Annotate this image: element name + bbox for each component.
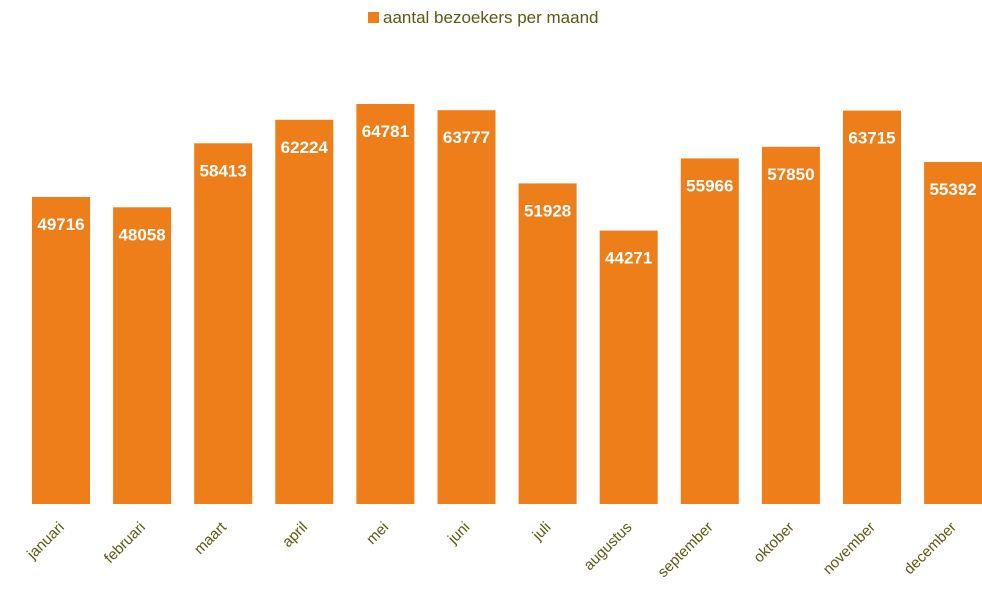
tick-label-december: december	[901, 519, 960, 578]
data-label-juni: 63777	[443, 128, 490, 147]
bar-februari	[113, 207, 172, 505]
data-label-november: 63715	[848, 129, 895, 148]
tick-label-april: april	[279, 519, 311, 551]
data-label-september: 55966	[686, 176, 733, 195]
bar-januari	[32, 197, 90, 504]
tick-label-augustus: augustus	[580, 519, 635, 574]
data-label-december: 55392	[929, 180, 976, 199]
tick-label-mei: mei	[363, 519, 392, 548]
x-axis-ticks: januari februari maart april mei juni juli augu…	[23, 518, 960, 581]
tick-label-november: november	[820, 519, 879, 578]
tick-label-maart: maart	[191, 518, 231, 558]
data-label-februari: 48058	[118, 225, 165, 244]
bars-group	[32, 104, 982, 505]
legend-swatch	[368, 12, 379, 23]
tick-label-september: september	[654, 519, 716, 581]
data-label-oktober: 57850	[767, 165, 814, 184]
bar-september	[680, 158, 739, 504]
tick-label-februari: februari	[101, 519, 149, 567]
tick-label-januari: januari	[23, 519, 68, 564]
tick-label-juli: juli	[529, 519, 555, 545]
bar-maart	[194, 143, 253, 505]
bar-juli	[518, 183, 577, 504]
bar-december	[924, 162, 982, 504]
data-labels-group: 49716 48058 58413 62224 64781 63777 51928 44271…	[37, 122, 976, 268]
data-label-mei: 64781	[362, 122, 409, 141]
tick-label-oktober: oktober	[750, 519, 797, 566]
data-label-augustus: 44271	[605, 249, 652, 268]
data-label-januari: 49716	[37, 215, 84, 234]
legend-label: aantal bezoekers per maand	[383, 8, 598, 27]
data-label-juli: 51928	[524, 201, 571, 220]
tick-label-juni: juni	[444, 519, 473, 548]
bar-juni	[437, 110, 496, 504]
bar-mei	[356, 104, 415, 504]
data-label-april: 62224	[281, 138, 329, 157]
legend: aantal bezoekers per maand	[368, 8, 598, 27]
bar-april	[275, 119, 334, 505]
bar-november	[843, 110, 901, 504]
bar-oktober	[761, 146, 820, 505]
data-label-maart: 58413	[200, 161, 247, 180]
bar-augustus	[599, 230, 658, 504]
